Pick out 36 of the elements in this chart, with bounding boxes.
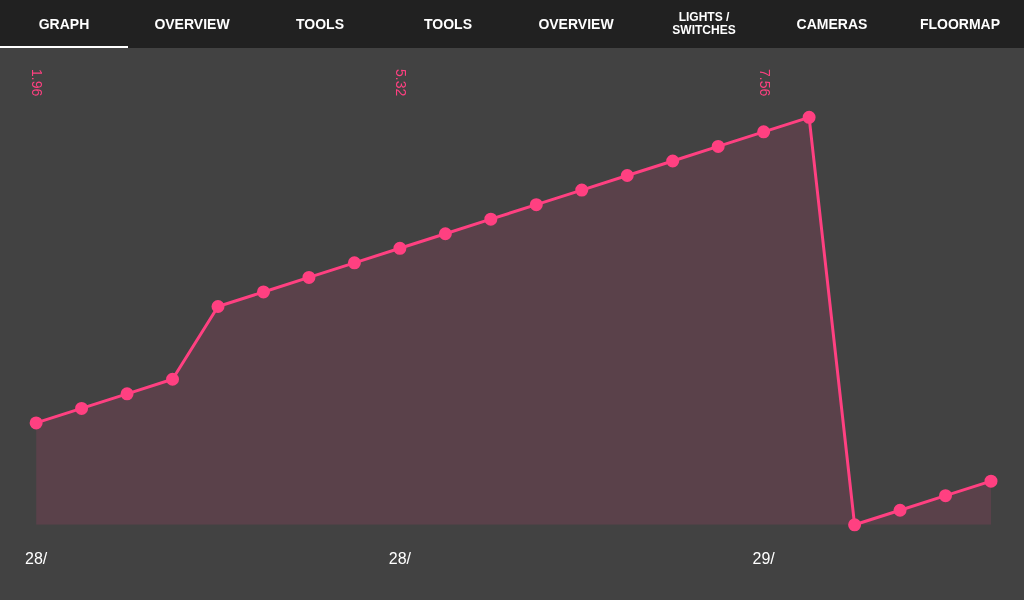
text: OVERVIEW <box>538 15 614 32</box>
text: TOOLS <box>424 15 472 32</box>
point <box>347 256 361 270</box>
point <box>802 110 816 124</box>
text: FLOORMAP <box>919 15 1001 32</box>
point <box>166 372 180 386</box>
point <box>438 227 452 241</box>
text: GRAPH <box>38 15 90 32</box>
data-label: 7.56 <box>756 69 773 97</box>
point <box>256 285 270 299</box>
point <box>75 401 89 415</box>
point <box>575 183 589 197</box>
point <box>711 139 725 153</box>
point <box>757 125 771 139</box>
x-tick-label: 29/ <box>752 549 776 567</box>
point <box>893 503 907 517</box>
x-tick-label: 28/ <box>388 549 412 567</box>
point <box>302 270 316 284</box>
point <box>484 212 498 226</box>
data-label: 1.96 <box>29 69 46 97</box>
point <box>848 518 862 532</box>
point <box>393 241 407 255</box>
data-label: 5.32 <box>393 69 410 97</box>
point <box>620 169 634 183</box>
text: TOOLS <box>296 15 344 32</box>
point <box>29 416 43 430</box>
point <box>984 474 998 488</box>
text: LIGHTS / SWITCHES <box>671 10 737 37</box>
x-tick-label: 28/ <box>25 549 48 567</box>
text: OVERVIEW <box>154 15 230 32</box>
point <box>211 300 225 314</box>
text: CAMERAS <box>796 15 868 32</box>
point <box>939 489 953 503</box>
point <box>529 198 543 212</box>
point <box>666 154 680 168</box>
point <box>120 387 134 401</box>
